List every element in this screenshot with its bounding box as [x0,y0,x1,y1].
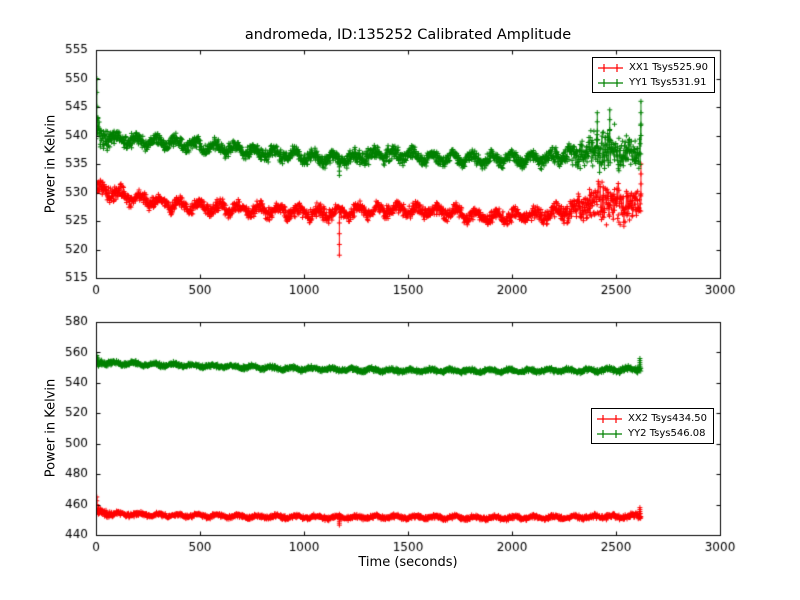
legend-marker-yy1-icon [597,78,623,87]
y-axis-label-bottom: Power in Kelvin [43,378,59,478]
chart-title: andromeda, ID:135252 Calibrated Amplitud… [244,27,572,43]
legend-label-xx1: XX1 Tsys525.90 [628,61,708,73]
legend-label-xx2: XX2 Tsys434.50 [627,412,707,424]
legend-marker-yy2-icon [596,429,622,438]
legend-marker-xx2-icon [596,414,622,423]
x-axis-label: Time (seconds) [358,555,458,570]
legend-entry-xx1: XX1 Tsys525.90 [597,61,708,74]
legend-entry-yy2: YY2 Tsys546.08 [596,427,707,440]
legend-label-yy2: YY2 Tsys546.08 [627,427,706,439]
legend-entry-xx2: XX2 Tsys434.50 [596,412,707,425]
legend-label-yy1: YY1 Tsys531.91 [628,76,707,88]
legend-bottom: XX2 Tsys434.50 YY2 Tsys546.08 [590,408,714,444]
legend-entry-yy1: YY1 Tsys531.91 [597,76,708,89]
legend-marker-xx1-icon [597,63,623,72]
legend-top: XX1 Tsys525.90 YY1 Tsys531.91 [591,57,715,93]
y-axis-label-top: Power in Kelvin [43,114,59,214]
